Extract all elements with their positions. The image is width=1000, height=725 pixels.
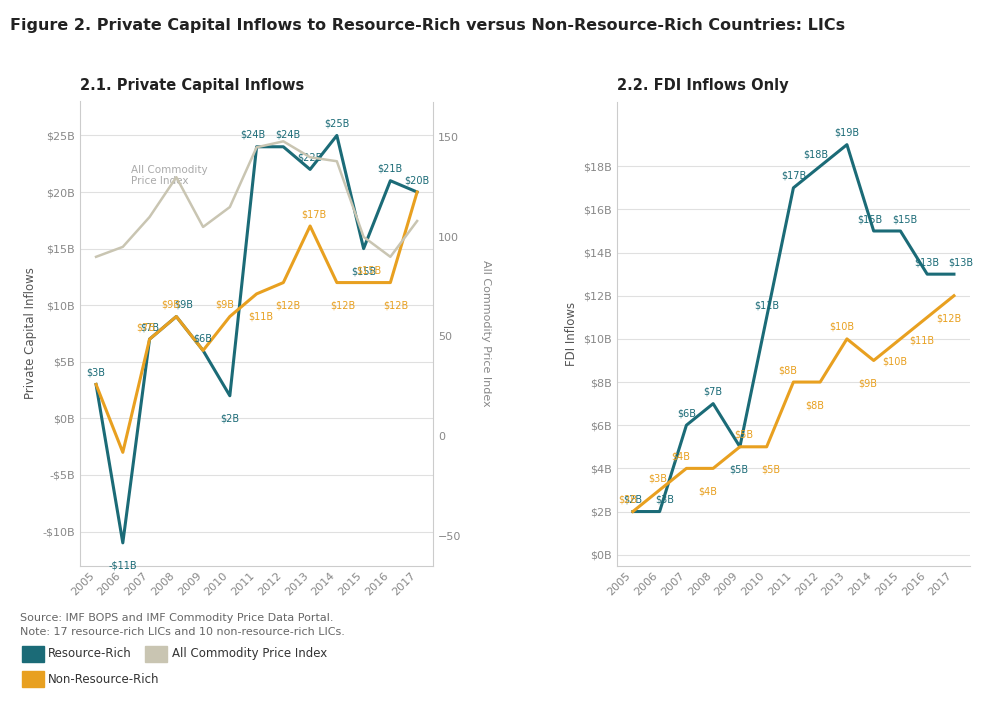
Text: All Commodity
Price Index: All Commodity Price Index <box>131 165 207 186</box>
Text: Non-Resource-Rich: Non-Resource-Rich <box>48 673 160 686</box>
Text: $5B: $5B <box>729 465 748 475</box>
Text: $15B: $15B <box>357 265 382 276</box>
Text: $7B: $7B <box>136 322 155 332</box>
Text: $2B: $2B <box>623 494 642 505</box>
Text: $9B: $9B <box>215 299 234 310</box>
Text: $9B: $9B <box>174 299 193 310</box>
Text: $18B: $18B <box>803 149 829 160</box>
Text: $6B: $6B <box>194 334 213 344</box>
Bar <box>22 646 44 662</box>
Y-axis label: All Commodity Price Index: All Commodity Price Index <box>481 260 491 407</box>
Text: $11B: $11B <box>248 312 273 322</box>
Text: $10B: $10B <box>829 322 854 332</box>
Text: $13B: $13B <box>915 257 940 268</box>
Text: $24B: $24B <box>240 130 265 140</box>
Text: $6B: $6B <box>677 408 696 418</box>
Text: $20B: $20B <box>404 175 430 185</box>
Text: $9B: $9B <box>859 378 878 389</box>
Text: $21B: $21B <box>378 164 403 174</box>
Text: Note: 17 resource-rich LICs and 10 non-resource-rich LICs.: Note: 17 resource-rich LICs and 10 non-r… <box>20 627 345 637</box>
Bar <box>22 671 44 687</box>
Text: $17B: $17B <box>302 209 327 219</box>
Text: $15B: $15B <box>351 267 376 277</box>
Text: $12B: $12B <box>275 301 300 310</box>
Bar <box>145 646 167 662</box>
Text: $17B: $17B <box>781 171 806 181</box>
Text: $5B: $5B <box>761 465 780 475</box>
Text: All Commodity Price Index: All Commodity Price Index <box>172 647 327 660</box>
Text: $8B: $8B <box>805 400 824 410</box>
Text: $12B: $12B <box>330 301 355 310</box>
Text: $13B: $13B <box>948 257 973 268</box>
Text: $22B: $22B <box>297 152 323 162</box>
Text: $24B: $24B <box>275 130 300 140</box>
Y-axis label: FDI Inflows: FDI Inflows <box>565 302 578 365</box>
Text: 2.2. FDI Inflows Only: 2.2. FDI Inflows Only <box>617 78 788 94</box>
Text: $15B: $15B <box>892 214 917 224</box>
Text: $7B: $7B <box>704 386 723 397</box>
Text: $9B: $9B <box>161 299 180 310</box>
Text: $3B: $3B <box>649 473 668 483</box>
Text: $4B: $4B <box>698 486 717 497</box>
Text: $19B: $19B <box>834 128 859 138</box>
Text: $2B: $2B <box>220 414 239 424</box>
Text: $11B: $11B <box>754 300 779 310</box>
Text: Resource-Rich: Resource-Rich <box>48 647 132 660</box>
Text: $15B: $15B <box>857 214 882 224</box>
Text: $12B: $12B <box>936 314 961 324</box>
Text: $3B: $3B <box>87 368 106 378</box>
Text: $8B: $8B <box>778 365 797 375</box>
Text: Source: IMF BOPS and IMF Commodity Price Data Portal.: Source: IMF BOPS and IMF Commodity Price… <box>20 613 334 623</box>
Text: $4B: $4B <box>671 452 690 461</box>
Text: $11B: $11B <box>909 336 934 345</box>
Text: Figure 2. Private Capital Inflows to Resource-Rich versus Non-Resource-Rich Coun: Figure 2. Private Capital Inflows to Res… <box>10 18 845 33</box>
Text: $12B: $12B <box>383 301 409 310</box>
Text: $10B: $10B <box>882 357 907 367</box>
Text: $7B: $7B <box>140 322 159 332</box>
Text: 2.1. Private Capital Inflows: 2.1. Private Capital Inflows <box>80 78 304 94</box>
Text: $2B: $2B <box>618 494 637 505</box>
Text: $3B: $3B <box>656 494 675 505</box>
Y-axis label: Private Capital Inflows: Private Capital Inflows <box>24 268 37 399</box>
Text: $25B: $25B <box>324 118 350 128</box>
Text: $5B: $5B <box>735 430 754 440</box>
Text: -$11B: -$11B <box>108 561 137 571</box>
